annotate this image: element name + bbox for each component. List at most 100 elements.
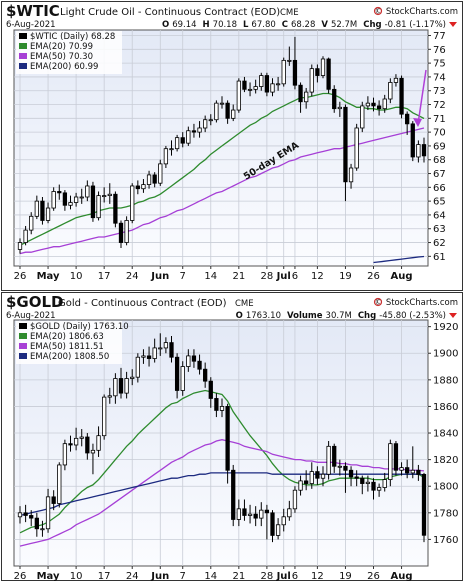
candle-body bbox=[298, 84, 303, 103]
candle-body bbox=[73, 196, 79, 203]
change-arrow bbox=[449, 313, 457, 318]
candle-body bbox=[191, 355, 197, 362]
quote-value: 70.18 bbox=[213, 20, 237, 30]
y-tick-label: 77 bbox=[433, 31, 446, 42]
source: © StockCharts.com bbox=[375, 298, 458, 308]
candle-body bbox=[365, 102, 371, 107]
candle-body bbox=[253, 86, 258, 90]
candle-body bbox=[410, 123, 415, 158]
candle-body bbox=[231, 469, 236, 520]
candle-body bbox=[326, 58, 331, 90]
candle-body bbox=[68, 443, 73, 446]
y-tick-label: 75 bbox=[433, 59, 446, 70]
candle-body bbox=[141, 355, 146, 358]
candle-body bbox=[68, 202, 73, 206]
x-tick-label: 17 bbox=[98, 271, 111, 282]
candle-body bbox=[203, 119, 208, 129]
candle-body bbox=[365, 481, 371, 484]
date: 6-Aug-2021 bbox=[6, 20, 56, 30]
candle-body bbox=[146, 174, 152, 185]
candle-body bbox=[113, 378, 118, 397]
legend-label: EMA(50) 70.30 bbox=[30, 52, 93, 62]
candle-body bbox=[287, 508, 292, 518]
candle-body bbox=[231, 109, 236, 119]
candle-body bbox=[51, 496, 56, 504]
candle-body bbox=[337, 465, 342, 468]
plot-area bbox=[17, 333, 427, 547]
candle-body bbox=[388, 82, 393, 100]
legend-swatch bbox=[19, 53, 27, 59]
candle-body bbox=[96, 195, 101, 219]
candle-body bbox=[281, 516, 286, 526]
y-tick-label: 67 bbox=[433, 169, 446, 180]
x-tick-label: 7 bbox=[180, 571, 186, 582]
candle-body bbox=[236, 80, 241, 111]
y-tick-label: 68 bbox=[433, 155, 446, 166]
y-tick-label: 70 bbox=[433, 128, 446, 139]
candle-body bbox=[163, 342, 169, 349]
candle-body bbox=[275, 83, 281, 86]
candle-body bbox=[107, 395, 112, 398]
x-tick-label: 17 bbox=[98, 571, 111, 582]
candle-body bbox=[304, 480, 309, 484]
x-tick-label: Jun bbox=[150, 271, 169, 282]
quote-value: -0.81 (-1.17%) bbox=[385, 20, 446, 30]
candle-body bbox=[405, 467, 410, 474]
candle-body bbox=[17, 242, 23, 250]
candle-body bbox=[180, 137, 185, 144]
quote-key: V bbox=[321, 20, 328, 30]
legend-label: $WTIC (Daily) 68.28 bbox=[30, 32, 115, 42]
y-tick-label: 64 bbox=[433, 210, 446, 221]
candle-body bbox=[107, 193, 112, 197]
candle-body bbox=[186, 355, 191, 367]
candle-body bbox=[421, 473, 427, 536]
source-icon bbox=[373, 6, 383, 16]
candle-body bbox=[354, 476, 359, 479]
quote-key: H bbox=[203, 20, 210, 30]
candle-body bbox=[309, 471, 314, 484]
candle-body bbox=[354, 127, 359, 169]
candle-body bbox=[242, 80, 247, 90]
candle-body bbox=[393, 443, 399, 471]
candle-body bbox=[253, 513, 258, 519]
y-tick-label: 72 bbox=[433, 100, 446, 111]
candle-body bbox=[102, 396, 107, 437]
candle-body bbox=[102, 195, 107, 198]
candle-body bbox=[208, 380, 213, 399]
quote-key: L bbox=[243, 20, 249, 30]
candle-body bbox=[259, 75, 264, 87]
candle-body bbox=[57, 191, 62, 194]
candle-body bbox=[405, 113, 410, 125]
candle-body bbox=[360, 477, 365, 484]
y-tick-label: 63 bbox=[433, 224, 446, 235]
x-tick-label: Jun bbox=[150, 571, 169, 582]
source: © StockCharts.com bbox=[375, 7, 458, 17]
candle-body bbox=[158, 163, 163, 184]
candle-body bbox=[29, 215, 34, 231]
candle-body bbox=[292, 489, 298, 510]
candle-body bbox=[57, 464, 62, 504]
candle-body bbox=[62, 192, 68, 206]
symbol: $GOLD bbox=[6, 293, 64, 311]
quote-value: 68.28 bbox=[291, 20, 315, 30]
y-tick-label: 62 bbox=[433, 238, 446, 249]
legend-swatch bbox=[19, 63, 27, 69]
y-tick-label: 1920 bbox=[433, 322, 458, 333]
x-tick-label: Aug bbox=[391, 271, 413, 282]
x-tick-label: 21 bbox=[232, 271, 245, 282]
candle-body bbox=[169, 342, 174, 358]
y-tick-label: 66 bbox=[433, 183, 446, 194]
y-tick-label: 71 bbox=[433, 114, 446, 125]
quote-key: O bbox=[236, 311, 243, 321]
y-tick-label: 1820 bbox=[433, 455, 458, 466]
quote-key: O bbox=[162, 20, 169, 30]
quote-key: C bbox=[282, 20, 288, 30]
candle-body bbox=[79, 436, 84, 439]
y-tick-label: 73 bbox=[433, 86, 446, 97]
candle-body bbox=[141, 184, 146, 190]
candle-body bbox=[152, 174, 157, 184]
candle-body bbox=[214, 102, 219, 121]
legend-label: EMA(50) 1811.51 bbox=[30, 342, 104, 352]
candle-body bbox=[90, 185, 96, 219]
quote-key: Chg bbox=[363, 20, 381, 30]
